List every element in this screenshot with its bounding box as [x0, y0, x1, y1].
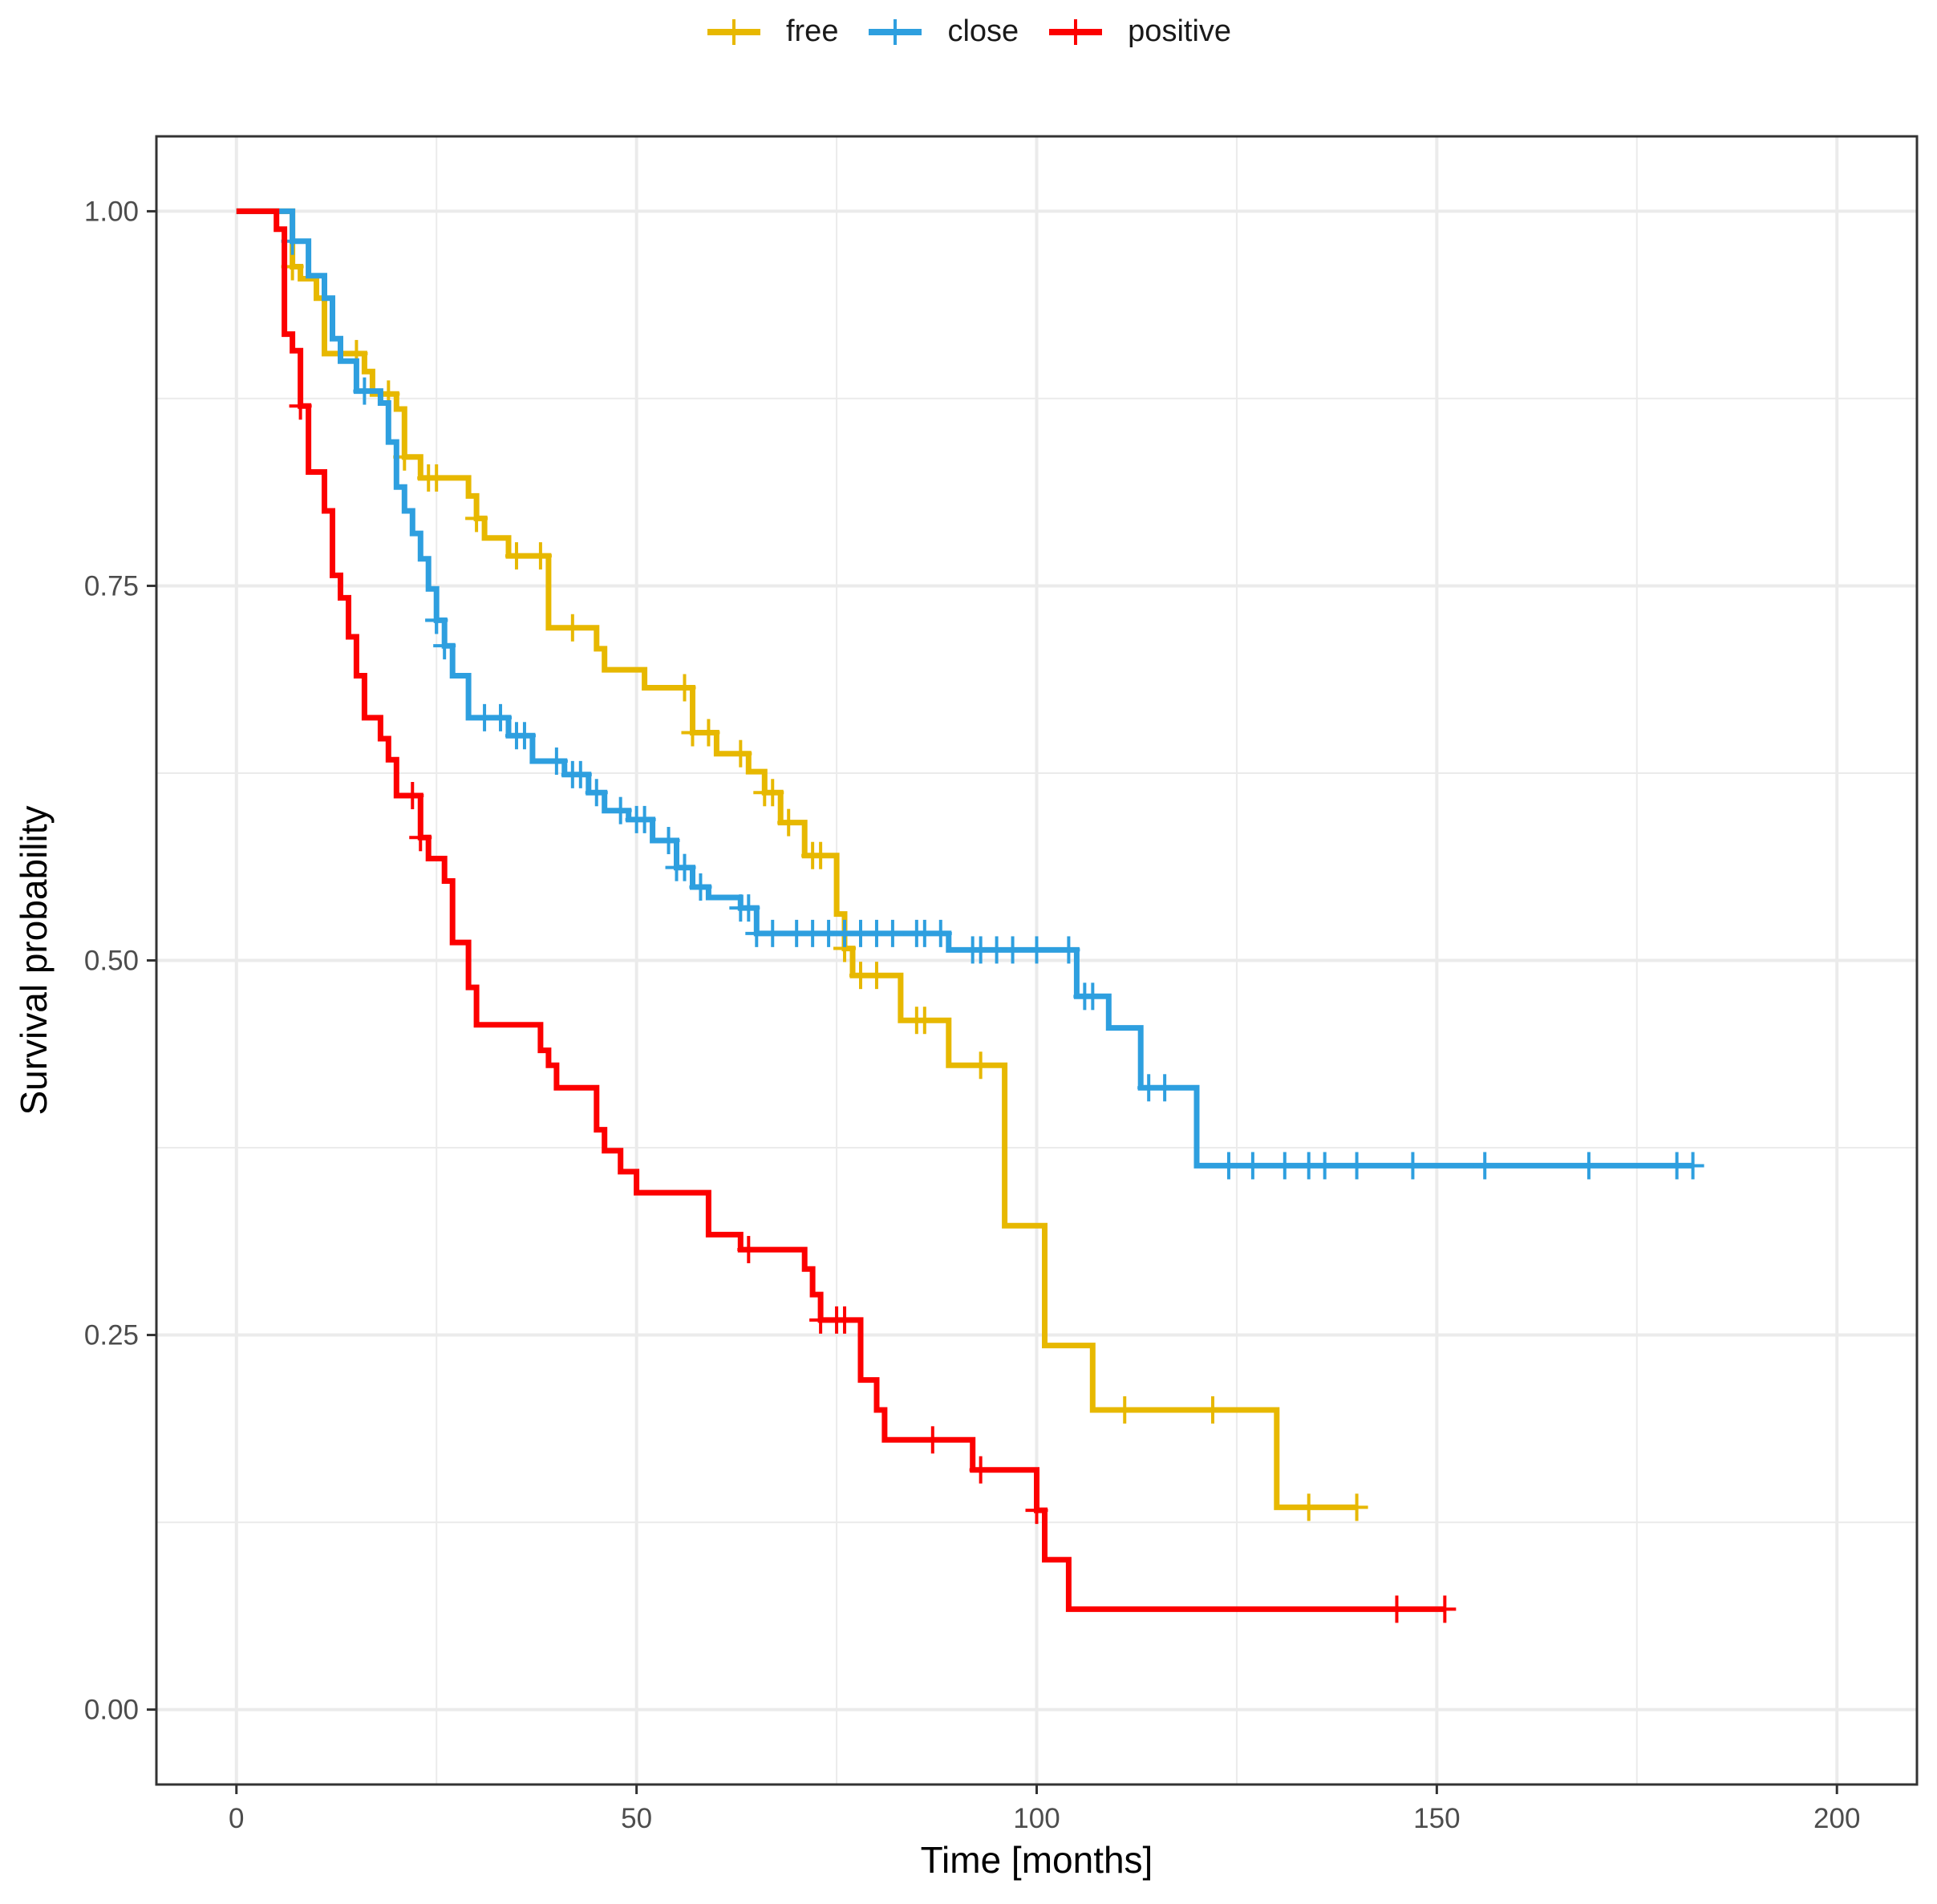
- x-tick-label: 200: [1813, 1803, 1860, 1834]
- y-tick-label: 0.50: [84, 946, 139, 977]
- legend-label-close: close: [947, 14, 1019, 48]
- legend-item-close: close: [867, 14, 1019, 49]
- x-axis-title: Time [months]: [921, 1839, 1153, 1881]
- chart-legend: free close positive: [0, 14, 1937, 49]
- legend-item-positive: positive: [1048, 14, 1231, 49]
- legend-swatch-positive: [1049, 18, 1103, 45]
- series-positive: [236, 208, 1457, 1623]
- legend-label-free: free: [785, 14, 839, 48]
- series-free: [236, 208, 1368, 1521]
- x-tick-label: 50: [621, 1803, 652, 1834]
- survival-curve-free: [236, 208, 1357, 1510]
- x-axis: 0 50 100 150 200: [229, 1784, 1860, 1834]
- y-tick-label: 0.00: [84, 1695, 139, 1726]
- series-layer: [236, 208, 1704, 1623]
- survival-curve-positive: [236, 208, 1445, 1612]
- survival-curve-close: [236, 208, 1693, 1169]
- x-tick-label: 150: [1413, 1803, 1460, 1834]
- legend-item-free: free: [706, 14, 838, 49]
- y-axis: 0.00 0.25 0.50 0.75 1.00: [84, 196, 156, 1726]
- legend-swatch-free: [707, 18, 760, 45]
- legend-swatch-close: [869, 18, 922, 45]
- series-close: [236, 208, 1704, 1180]
- legend-label-positive: positive: [1128, 14, 1232, 48]
- y-tick-label: 0.25: [84, 1320, 139, 1351]
- y-tick-label: 1.00: [84, 196, 139, 227]
- x-tick-label: 100: [1013, 1803, 1060, 1834]
- y-tick-label: 0.75: [84, 570, 139, 602]
- x-tick-label: 0: [229, 1803, 244, 1834]
- y-axis-title: Survival probability: [13, 805, 55, 1115]
